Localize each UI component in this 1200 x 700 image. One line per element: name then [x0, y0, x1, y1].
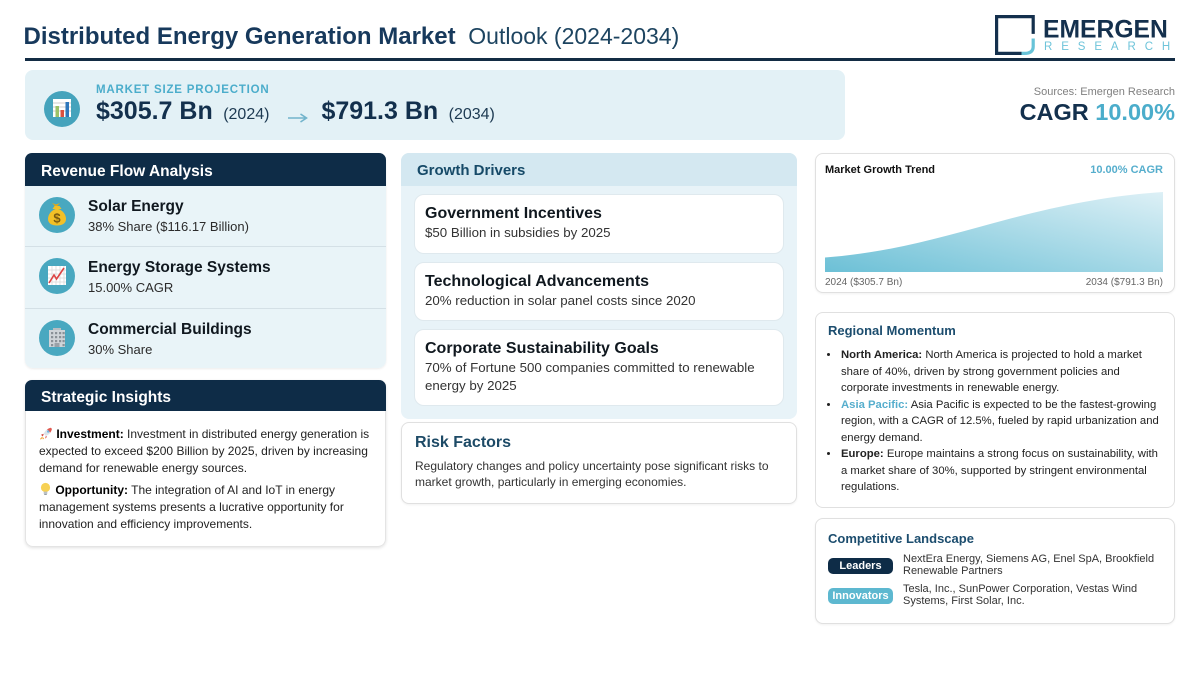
svg-text:RESEARCH: RESEARCH: [1044, 41, 1178, 53]
svg-text:EMERGEN: EMERGEN: [1043, 17, 1168, 44]
svg-text:$: $: [53, 211, 61, 226]
